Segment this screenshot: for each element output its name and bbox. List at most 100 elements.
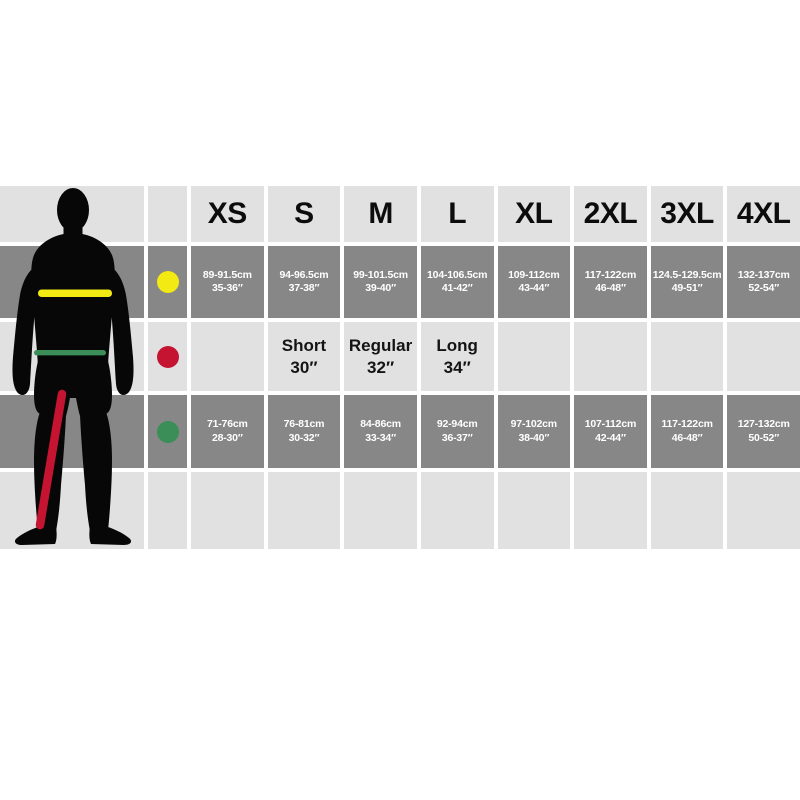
size-table: XS S M L XL 2XL 3XL 4XL 89-91.5cm 35-36″… <box>0 186 800 549</box>
waist-cell-s: 76-81cm 30-32″ <box>267 395 341 468</box>
chest-in-m: 39-40″ <box>365 282 396 294</box>
waist-in-s: 30-32″ <box>288 431 320 444</box>
size-col-header-2xl: 2XL <box>574 186 647 242</box>
figure-column-waist-band <box>0 395 144 468</box>
size-col-header-m: M <box>344 186 417 242</box>
waist-in-3xl: 46-48″ <box>671 431 703 444</box>
red-dot-icon <box>156 345 179 368</box>
yellow-dot-icon <box>156 271 179 293</box>
chest-cm-3xl: 124.5-129.5cm <box>652 268 722 281</box>
shorts <box>34 357 112 416</box>
bottom-band-s <box>267 472 341 549</box>
chest-cell-3xl: 124.5-129.5cm 49-51″ <box>650 246 724 318</box>
left-foot <box>14 527 57 545</box>
bottom-band-xs <box>191 472 264 549</box>
chest-cm-s: 94-96.5cm <box>279 268 329 281</box>
chest-cell-4xl: 132-137cm 52-54″ <box>727 246 800 318</box>
size-col-header-xs: XS <box>191 186 264 242</box>
chest-in-xl: 43-44″ <box>518 282 550 294</box>
leg-in-l: 34″ <box>443 357 471 377</box>
bottom-band-2xl <box>574 472 647 549</box>
leg-label-m: Regular <box>348 335 413 355</box>
chest-in-2xl: 46-48″ <box>595 282 626 294</box>
chest-cell-xs: 89-91.5cm 35-36″ <box>191 246 264 318</box>
leg-label-s: Short <box>281 335 327 355</box>
waist-in-l: 36-37″ <box>441 431 473 444</box>
waist-cm-s: 76-81cm <box>283 418 325 430</box>
body-silhouette <box>12 188 134 545</box>
left-arm <box>12 263 44 396</box>
leg-in-s: 30″ <box>290 357 318 377</box>
inside-leg-cell-xs <box>191 322 264 391</box>
bottom-band-3xl <box>650 472 724 549</box>
inside-leg-cell-xl <box>497 322 571 391</box>
size-col-header-3xl: 3XL <box>650 186 724 242</box>
body-shape <box>12 188 134 545</box>
waist-cell-2xl: 107-112cm 42-44″ <box>574 395 647 468</box>
waist-cm-3xl: 117-122cm <box>661 418 713 430</box>
bottom-band-m <box>344 472 417 549</box>
marker-column-header-spacer <box>148 186 187 242</box>
chest-cm-2xl: 117-122cm <box>584 268 637 281</box>
right-leg <box>80 412 112 531</box>
chest-cell-l: 104-106.5cm 41-42″ <box>420 246 494 318</box>
waist-cm-l: 92-94cm <box>436 418 478 430</box>
chest-cell-s: 94-96.5cm 37-38″ <box>267 246 341 318</box>
chest-measure-line-yellow <box>38 289 112 297</box>
waist-cm-4xl: 127-132cm <box>737 418 790 430</box>
chest-marker-cell <box>148 246 187 318</box>
leg-in-m: 32″ <box>367 357 395 377</box>
chest-cm-l: 104-106.5cm <box>427 268 488 281</box>
bottom-band-xl <box>497 472 571 549</box>
waist-cm-xs: 71-76cm <box>206 418 248 430</box>
chest-in-s: 37-38″ <box>288 282 320 294</box>
leg-label-l: Long <box>436 335 478 355</box>
waist-cell-xl: 97-102cm 38-40″ <box>497 395 571 468</box>
waist-in-4xl: 50-52″ <box>748 431 780 444</box>
waist-cell-xs: 71-76cm 28-30″ <box>191 395 264 468</box>
chest-in-4xl: 52-54″ <box>748 282 780 294</box>
inside-leg-cell-4xl <box>727 322 800 391</box>
chest-in-3xl: 49-51″ <box>671 282 703 294</box>
right-foot <box>89 527 132 545</box>
bottom-band-l <box>420 472 494 549</box>
waist-cell-l: 92-94cm 36-37″ <box>420 395 494 468</box>
chest-cm-xl: 109-112cm <box>508 268 560 281</box>
size-col-header-4xl: 4XL <box>727 186 800 242</box>
waist-cell-m: 84-86cm 33-34″ <box>344 395 417 468</box>
chest-cm-xs: 89-91.5cm <box>202 268 252 281</box>
chest-cell-xl: 109-112cm 43-44″ <box>497 246 571 318</box>
inside-leg-cell-s: Short 30″ <box>267 322 341 391</box>
inside-leg-measure-line-red <box>35 389 67 530</box>
waist-in-xs: 28-30″ <box>211 431 243 444</box>
size-col-header-l: L <box>420 186 494 242</box>
waist-in-2xl: 42-44″ <box>595 431 626 444</box>
chest-cm-4xl: 132-137cm <box>737 268 790 281</box>
bottom-band-4xl <box>727 472 800 549</box>
inside-leg-cell-2xl <box>574 322 647 391</box>
waist-cell-3xl: 117-122cm 46-48″ <box>650 395 724 468</box>
inside-leg-cell-3xl <box>650 322 724 391</box>
waist-marker-cell <box>148 395 187 468</box>
chest-in-l: 41-42″ <box>441 282 473 294</box>
chest-cell-m: 99-101.5cm 39-40″ <box>344 246 417 318</box>
waist-cm-xl: 97-102cm <box>510 418 557 430</box>
waist-in-xl: 38-40″ <box>518 431 550 444</box>
bottom-band-marker <box>148 472 187 549</box>
size-col-header-xl: XL <box>497 186 571 242</box>
torso <box>31 233 115 365</box>
inside-leg-cell-l: Long 34″ <box>420 322 494 391</box>
chest-cell-2xl: 117-122cm 46-48″ <box>574 246 647 318</box>
waist-cm-2xl: 107-112cm <box>584 418 637 430</box>
waist-measure-line-green <box>34 350 106 356</box>
waist-in-m: 33-34″ <box>365 431 396 444</box>
chest-in-xs: 35-36″ <box>211 282 243 294</box>
waist-cm-m: 84-86cm <box>360 418 401 430</box>
waist-cell-4xl: 127-132cm 50-52″ <box>727 395 800 468</box>
inside-leg-cell-m: Regular 32″ <box>344 322 417 391</box>
inside-leg-marker-cell <box>148 322 187 391</box>
chest-cm-m: 99-101.5cm <box>353 268 408 281</box>
green-dot-icon <box>156 420 179 443</box>
size-col-header-s: S <box>267 186 341 242</box>
